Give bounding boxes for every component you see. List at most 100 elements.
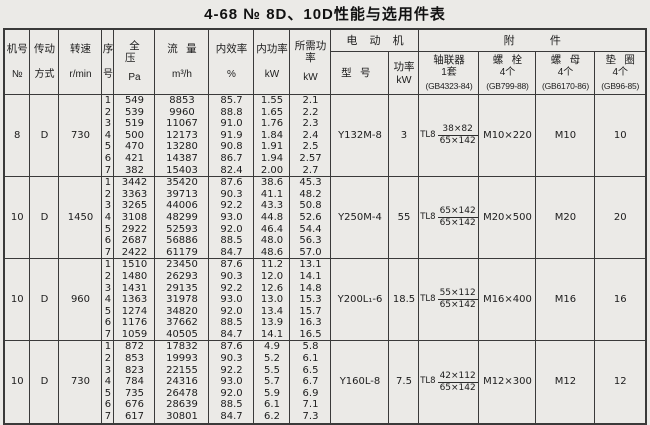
- cell-bolt: M16×400: [478, 258, 537, 341]
- cell-flow: 56886: [154, 235, 210, 247]
- cell-efficiency: 90.3: [208, 353, 255, 365]
- cell-efficiency: 92.0: [208, 305, 255, 318]
- cell-required-power: 45.3: [289, 176, 332, 189]
- cell-internal-power: 1.55: [253, 93, 291, 107]
- cell-speed: 730: [58, 93, 103, 177]
- table-row: 2 3363 39713 90.3 41.1 48.2: [4, 188, 646, 201]
- table-row: 4 500 12173 91.9 1.84 2.4: [4, 129, 646, 142]
- cell-seq: 5: [101, 387, 115, 400]
- cell-pressure: 549: [113, 93, 156, 107]
- cell-required-power: 15.3: [289, 294, 332, 306]
- header-nut: 螺母 4个 (GB6170-86): [535, 51, 596, 95]
- cell-drive: D: [29, 176, 60, 259]
- table-row: 5 735 26478 92.0 5.9 6.9: [4, 387, 646, 400]
- cell-required-power: 7.1: [289, 399, 332, 412]
- table-row: 2 853 19993 90.3 5.2 6.1: [4, 353, 646, 365]
- cell-internal-power: 6.1: [253, 399, 291, 412]
- header-speed: 转速 r/min: [58, 28, 103, 95]
- cell-efficiency: 84.7: [208, 411, 255, 424]
- cell-seq: 7: [101, 411, 115, 424]
- cell-pressure: 421: [113, 152, 156, 165]
- cell-washer: 20: [594, 176, 647, 259]
- cell-machine-no: 10: [3, 176, 31, 259]
- cell-pressure: 519: [113, 118, 156, 130]
- cell-internal-power: 4.9: [253, 340, 291, 354]
- cell-efficiency: 84.7: [208, 328, 255, 341]
- cell-internal-power: 14.1: [253, 328, 291, 341]
- header-coupler: 轴联器 1套 (GB4323-84): [418, 51, 480, 95]
- cell-seq: 3: [101, 200, 115, 212]
- cell-internal-power: 48.6: [253, 246, 291, 259]
- cell-pressure: 676: [113, 399, 156, 412]
- header-motor-group: 电动机: [330, 28, 420, 52]
- coupler-prefix: TL8: [420, 294, 436, 305]
- cell-seq: 1: [101, 93, 115, 107]
- cell-seq: 6: [101, 399, 115, 412]
- cell-machine-no: 10: [3, 258, 31, 341]
- cell-internal-power: 12.0: [253, 270, 291, 283]
- cell-internal-power: 13.9: [253, 317, 291, 329]
- cell-efficiency: 92.2: [208, 282, 255, 295]
- cell-flow: 29135: [154, 282, 210, 295]
- cell-flow: 8853: [154, 93, 210, 107]
- cell-internal-power: 12.6: [253, 282, 291, 295]
- cell-flow: 13280: [154, 141, 210, 153]
- cell-pressure: 2687: [113, 235, 156, 247]
- cell-pressure: 3363: [113, 188, 156, 201]
- cell-efficiency: 88.5: [208, 399, 255, 412]
- cell-internal-power: 1.65: [253, 106, 291, 119]
- cell-speed: 960: [58, 258, 103, 341]
- cell-efficiency: 91.9: [208, 129, 255, 142]
- table-row: 10 D 1450 1 3442 35420 87.6 38.6 45.3 Y2…: [3, 176, 647, 259]
- cell-efficiency: 82.4: [208, 164, 255, 177]
- cell-seq: 4: [101, 294, 115, 306]
- cell-pressure: 2922: [113, 223, 156, 236]
- cell-bolt: M12×300: [478, 340, 537, 424]
- cell-seq: 6: [101, 317, 115, 329]
- table-row: 3 3265 44006 92.2 43.3 50.8: [4, 200, 646, 212]
- cell-seq: 4: [101, 211, 115, 224]
- cell-internal-power: 6.2: [253, 411, 291, 424]
- cell-seq: 1: [101, 176, 115, 189]
- cell-flow: 9960: [154, 106, 210, 119]
- cell-efficiency: 90.8: [208, 141, 255, 153]
- cell-internal-power: 43.3: [253, 200, 291, 212]
- cell-pressure: 1274: [113, 305, 156, 318]
- cell-nut: M12: [535, 340, 596, 424]
- cell-seq: 6: [101, 152, 115, 165]
- cell-required-power: 6.9: [289, 387, 332, 400]
- cell-efficiency: 87.6: [208, 340, 255, 354]
- cell-flow: 61179: [154, 246, 210, 259]
- cell-coupler: TL8 38×82 65×142: [418, 93, 480, 177]
- cell-required-power: 2.2: [289, 106, 332, 119]
- cell-seq: 5: [101, 223, 115, 236]
- cell-required-power: 2.1: [289, 93, 332, 107]
- cell-efficiency: 85.7: [208, 93, 255, 107]
- cell-seq: 7: [101, 328, 115, 341]
- cell-pressure: 500: [113, 129, 156, 142]
- cell-efficiency: 91.0: [208, 118, 255, 130]
- cell-internal-power: 1.76: [253, 118, 291, 130]
- cell-seq: 3: [101, 364, 115, 377]
- cell-internal-power: 11.2: [253, 258, 291, 271]
- cell-required-power: 54.4: [289, 223, 332, 236]
- cell-internal-power: 41.1: [253, 188, 291, 201]
- cell-efficiency: 88.5: [208, 235, 255, 247]
- cell-flow: 19993: [154, 353, 210, 365]
- cell-flow: 17832: [154, 340, 210, 354]
- table-row: 6 2687 56886 88.5 48.0 56.3: [4, 235, 646, 247]
- cell-efficiency: 92.2: [208, 200, 255, 212]
- cell-required-power: 2.3: [289, 118, 332, 130]
- header-pressure: 全压 Pa: [113, 28, 156, 95]
- cell-motor-power: 3: [388, 93, 420, 177]
- cell-nut: M10: [535, 93, 596, 177]
- header-accessories-group: 附件: [418, 28, 647, 52]
- coupler-prefix: TL8: [420, 129, 436, 140]
- cell-coupler: TL8 55×112 65×142: [418, 258, 480, 341]
- cell-seq: 7: [101, 164, 115, 177]
- cell-seq: 2: [101, 106, 115, 119]
- cell-internal-power: 1.94: [253, 152, 291, 165]
- header-seq: 序号: [101, 28, 115, 95]
- table-row: 8 D 730 1 549 8853 85.7 1.55 2.1 Y132M-8…: [3, 93, 647, 177]
- cell-internal-power: 1.91: [253, 141, 291, 153]
